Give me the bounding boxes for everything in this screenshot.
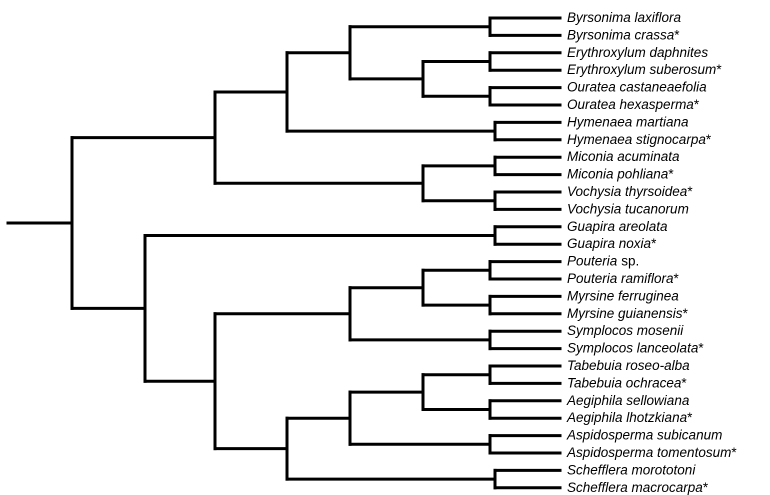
taxon-suffix: sp. xyxy=(621,253,639,268)
leaf-label: Aspidosperma tomentosum* xyxy=(566,445,737,460)
taxon-name: Ouratea hexasperma xyxy=(567,97,694,112)
taxon-name: Aspidosperma subicanum xyxy=(566,427,722,442)
taxon-suffix: * xyxy=(731,445,737,460)
leaf-label: Vochysia tucanorum xyxy=(567,201,689,216)
leaf-label: Ouratea hexasperma* xyxy=(567,97,700,112)
taxon-name: Tabebuia roseo-alba xyxy=(567,358,690,373)
taxon-name: Vochysia thyrsoidea xyxy=(567,184,688,199)
taxon-suffix: * xyxy=(687,410,693,425)
leaf-label: Hymenaea martiana xyxy=(567,114,689,129)
taxon-suffix: * xyxy=(683,305,689,320)
leaf-label: Schefflera macrocarpa* xyxy=(567,479,709,494)
leaf-label: Miconia pohliana* xyxy=(567,166,674,181)
taxon-name: Myrsine guianensis xyxy=(567,305,683,320)
taxon-suffix: * xyxy=(674,27,680,42)
leaf-label: Schefflera morototoni xyxy=(567,462,696,477)
leaf-label: Erythroxylum suberosum* xyxy=(567,62,722,77)
leaf-label: Erythroxylum daphnites xyxy=(567,44,708,59)
leaf-label: Hymenaea stignocarpa* xyxy=(567,131,712,146)
taxon-name: Byrsonima crassa xyxy=(567,27,675,42)
leaf-label: Myrsine guianensis* xyxy=(567,305,689,320)
leaf-label: Pouteria sp. xyxy=(567,253,639,268)
leaf-label: Aegiphila lhotzkiana* xyxy=(566,410,693,425)
taxon-suffix: * xyxy=(703,479,709,494)
leaf-label: Aegiphila sellowiana xyxy=(566,392,690,407)
taxon-name: Guapira noxia xyxy=(567,236,652,251)
taxon-suffix: * xyxy=(687,184,693,199)
taxon-name: Aspidosperma tomentosum xyxy=(566,445,731,460)
taxon-name: Byrsonima laxiflora xyxy=(567,10,682,25)
taxon-suffix: * xyxy=(706,131,712,146)
taxon-name: Miconia pohliana xyxy=(567,166,669,181)
leaf-label: Pouteria ramiflora* xyxy=(567,271,680,286)
leaf-label: Ouratea castaneaefolia xyxy=(567,79,707,94)
taxon-suffix: * xyxy=(681,375,687,390)
taxon-name: Vochysia tucanorum xyxy=(567,201,689,216)
taxon-name: Ouratea castaneaefolia xyxy=(567,79,707,94)
taxon-name: Miconia acuminata xyxy=(567,149,680,164)
taxon-name: Pouteria ramiflora xyxy=(567,271,674,286)
leaf-label: Miconia acuminata xyxy=(567,149,680,164)
taxon-name: Tabebuia ochracea xyxy=(567,375,682,390)
taxon-suffix: * xyxy=(651,236,657,251)
leaf-label: Symplocos lanceolata* xyxy=(567,340,704,355)
leaf-label: Byrsonima crassa* xyxy=(567,27,680,42)
taxon-name: Schefflera morototoni xyxy=(567,462,696,477)
leaf-label: Aspidosperma subicanum xyxy=(566,427,722,442)
leaf-label: Guapira areolata xyxy=(567,218,668,233)
taxon-suffix: * xyxy=(694,97,700,112)
taxon-name: Symplocos mosenii xyxy=(567,323,684,338)
leaf-label: Symplocos mosenii xyxy=(567,323,684,338)
taxon-name: Myrsine ferruginea xyxy=(567,288,679,303)
leaf-label: Tabebuia ochracea* xyxy=(567,375,687,390)
leaf-label: Tabebuia roseo-alba xyxy=(567,358,690,373)
taxon-suffix: * xyxy=(674,271,680,286)
leaf-label: Guapira noxia* xyxy=(567,236,657,251)
taxon-name: Schefflera macrocarpa xyxy=(567,479,703,494)
taxon-name: Erythroxylum suberosum xyxy=(567,62,716,77)
taxon-name: Aegiphila lhotzkiana xyxy=(566,410,688,425)
leaf-label: Vochysia thyrsoidea* xyxy=(567,184,693,199)
leaf-label: Byrsonima laxiflora xyxy=(567,10,682,25)
taxon-name: Pouteria xyxy=(567,253,618,268)
taxon-name: Hymenaea martiana xyxy=(567,114,689,129)
taxon-suffix: * xyxy=(668,166,674,181)
taxon-suffix: * xyxy=(716,62,722,77)
taxon-name: Aegiphila sellowiana xyxy=(566,392,690,407)
leaf-label: Myrsine ferruginea xyxy=(567,288,679,303)
taxon-name: Guapira areolata xyxy=(567,218,668,233)
taxon-name: Symplocos lanceolata xyxy=(567,340,699,355)
taxon-name: Hymenaea stignocarpa xyxy=(567,131,706,146)
taxon-suffix: * xyxy=(698,340,704,355)
taxon-name: Erythroxylum daphnites xyxy=(567,44,708,59)
